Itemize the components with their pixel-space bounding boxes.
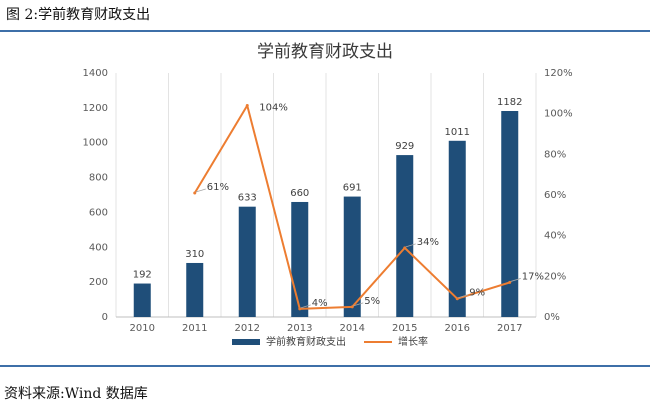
line-data-label: 104% — [259, 103, 288, 114]
line-data-label: 4% — [312, 298, 328, 309]
bar-data-label: 660 — [290, 188, 309, 199]
x-tick-label: 2015 — [392, 323, 417, 334]
x-tick-label: 2011 — [182, 323, 207, 334]
legend-label-line: 增长率 — [398, 335, 428, 348]
bar-data-label: 310 — [185, 249, 204, 260]
x-tick-label: 2016 — [445, 323, 470, 334]
line-point — [508, 280, 512, 284]
y-left-tick-label: 0 — [102, 312, 108, 323]
line-data-label: 34% — [417, 237, 439, 248]
chart: 学前教育财政支出 0 200 400 600 800 1000 1200 1400 0% 20%… — [83, 42, 573, 348]
y-left-tick-label: 1400 — [83, 68, 108, 79]
y-left-tick-label: 800 — [89, 173, 108, 184]
y-left-tick-label: 200 — [89, 277, 108, 288]
line-point — [298, 307, 302, 311]
x-tick-label: 2017 — [497, 323, 522, 334]
bar — [238, 206, 256, 317]
bar — [291, 201, 309, 317]
line-point — [245, 104, 249, 108]
y-right-tick-label: 80% — [544, 149, 566, 160]
y-left-tick-label: 1000 — [83, 138, 108, 149]
line-point — [350, 305, 354, 309]
bar — [343, 196, 361, 317]
figure-caption: 图 2:学前教育财政支出 — [6, 7, 151, 23]
line-point — [403, 246, 407, 250]
bar-data-label: 929 — [395, 141, 414, 152]
bar-data-label: 1182 — [497, 97, 522, 108]
y-right-tick-label: 120% — [544, 68, 573, 79]
bar — [501, 110, 519, 317]
line-data-label: 5% — [364, 296, 380, 307]
y-right-tick-label: 0% — [544, 312, 560, 323]
data-label-leader — [458, 294, 469, 299]
bar — [448, 140, 466, 317]
chart-title: 学前教育财政支出 — [257, 42, 393, 62]
bar-data-label: 1011 — [445, 127, 470, 138]
y-right-tick-label: 20% — [544, 271, 566, 282]
data-label-leader — [405, 243, 416, 248]
data-label-leader — [300, 304, 311, 309]
bar-data-label: 691 — [343, 183, 362, 194]
x-tick-label: 2012 — [235, 323, 260, 334]
bottom-divider — [0, 365, 650, 367]
bar — [186, 262, 204, 317]
y-right-tick-label: 40% — [544, 231, 566, 242]
x-tick-label: 2014 — [340, 323, 365, 334]
top-divider — [0, 30, 650, 32]
line-data-label: 61% — [207, 182, 229, 193]
bar-data-label: 192 — [133, 270, 152, 281]
x-tick-label: 2013 — [287, 323, 312, 334]
x-tick-label: 2010 — [130, 323, 155, 334]
y-left-tick-label: 1200 — [83, 103, 108, 114]
bar — [396, 155, 414, 317]
bar — [133, 283, 151, 317]
y-right-tick-label: 60% — [544, 190, 566, 201]
source-note: 资料来源:Wind 数据库 — [4, 386, 148, 402]
legend-label-bar: 学前教育财政支出 — [266, 335, 346, 348]
y-right-tick-label: 100% — [544, 109, 573, 120]
data-label-leader — [510, 278, 521, 282]
line-data-label: 17% — [522, 271, 544, 282]
legend-swatch-bar — [232, 339, 260, 345]
y-left-tick-label: 600 — [89, 207, 108, 218]
data-label-leader — [195, 188, 206, 193]
line-point — [193, 191, 197, 195]
y-left-tick-label: 400 — [89, 242, 108, 253]
legend: 学前教育财政支出 增长率 — [232, 335, 428, 348]
data-label-leader — [353, 302, 364, 307]
line-point — [455, 297, 459, 301]
bar-data-label: 633 — [238, 193, 257, 204]
line-data-label: 9% — [469, 288, 485, 299]
